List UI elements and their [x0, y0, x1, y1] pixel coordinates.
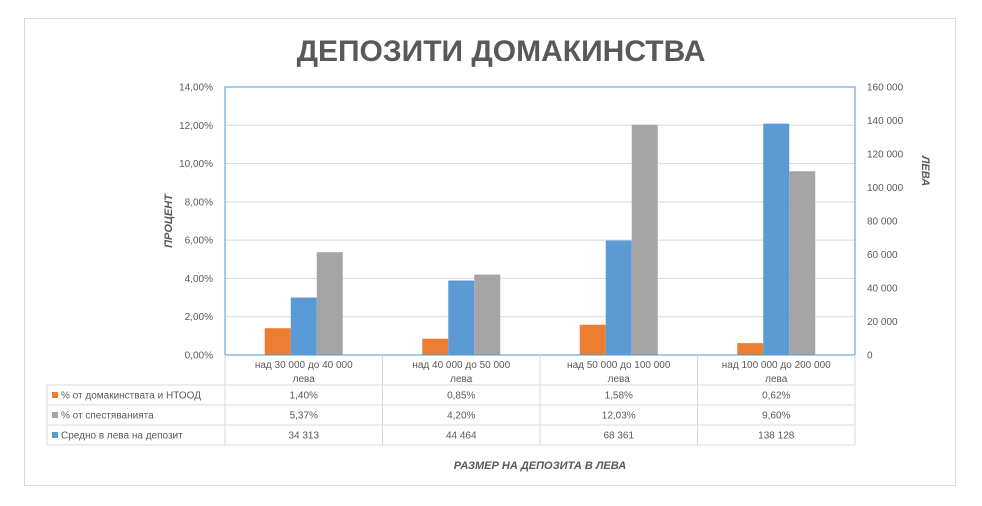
data-label: 4,20%	[447, 411, 475, 422]
data-label: 5,37%	[290, 411, 318, 422]
category-label: лева	[765, 374, 788, 385]
category-label: лева	[608, 374, 631, 385]
chart-title: ДЕПОЗИТИ ДОМАКИНСТВА	[297, 35, 706, 68]
category-label: лева	[293, 374, 316, 385]
left-tick-label: 6,00%	[185, 236, 213, 247]
bar	[605, 240, 632, 355]
chart: ДЕПОЗИТИ ДОМАКИНСТВА 0,00% 2,00% 4,00% 6,00…	[46, 35, 931, 472]
right-axis-title: ЛЕВА	[919, 155, 931, 186]
legend-key	[52, 392, 58, 398]
bar	[474, 274, 501, 355]
bar	[264, 328, 291, 355]
category-label: лева	[450, 374, 473, 385]
legend-label: % от спестяванията	[61, 411, 154, 422]
bar	[316, 252, 343, 355]
category-label: над 100 000 до 200 000	[722, 360, 831, 371]
data-label: 1,40%	[290, 391, 318, 402]
x-axis-title: РАЗМЕР НА ДЕПОЗИТА В ЛЕВА	[454, 460, 627, 472]
data-label: 0,62%	[762, 391, 790, 402]
left-tick-label: 10,00%	[179, 159, 213, 170]
category-label: над 30 000 до 40 000	[255, 360, 353, 371]
bar	[789, 171, 816, 355]
right-tick-label: 100 000	[867, 183, 904, 194]
bar	[290, 297, 317, 355]
data-label: 0,85%	[447, 391, 475, 402]
data-label: 34 313	[288, 431, 319, 442]
right-tick-label: 120 000	[867, 150, 904, 161]
left-tick-label: 2,00%	[185, 312, 213, 323]
data-label: 1,58%	[605, 391, 633, 402]
right-tick-label: 80 000	[867, 217, 898, 228]
legend-label: % от домакинствата и НТООД	[61, 391, 201, 402]
bar	[737, 343, 764, 355]
left-axis-title: ПРОЦЕНТ	[163, 193, 175, 248]
right-tick-label: 140 000	[867, 116, 904, 127]
data-label: 44 464	[446, 431, 477, 442]
left-tick-label: 12,00%	[179, 121, 213, 132]
data-label: 68 361	[603, 431, 634, 442]
left-tick-label: 8,00%	[185, 197, 213, 208]
bars	[264, 123, 816, 356]
legend-label: Средно в лева на депозит	[61, 431, 183, 442]
right-tick-label: 40 000	[867, 284, 898, 295]
legend-key	[52, 432, 58, 438]
data-label: 9,60%	[762, 411, 790, 422]
right-tick-label: 160 000	[867, 83, 904, 94]
bar	[422, 338, 449, 355]
left-tick-label: 14,00%	[179, 83, 213, 94]
right-tick-label: 60 000	[867, 250, 898, 261]
right-tick-label: 0	[867, 351, 873, 362]
category-label: над 40 000 до 50 000	[412, 360, 510, 371]
data-label: 138 128	[758, 431, 795, 442]
bar	[631, 124, 658, 355]
left-tick-label: 4,00%	[185, 274, 213, 285]
data-table: над 30 000 до 40 000 лева над 40 000 до 50…	[46, 355, 856, 446]
chart-frame: ДЕПОЗИТИ ДОМАКИНСТВА 0,00% 2,00% 4,00% 6,00…	[24, 18, 956, 486]
left-axis-ticks: 0,00% 2,00% 4,00% 6,00% 8,00% 10,00% 12,00% 14,…	[179, 83, 213, 362]
bar	[448, 280, 475, 355]
left-tick-label: 0,00%	[185, 351, 213, 362]
bar	[763, 123, 790, 356]
data-label: 12,03%	[602, 411, 636, 422]
bar	[579, 324, 606, 355]
legend-key	[52, 412, 58, 418]
right-tick-label: 20 000	[867, 317, 898, 328]
right-axis-ticks: 0 20 000 40 000 60 000 80 000 100 000 120 000 1…	[867, 83, 904, 362]
category-label: над 50 000 до 100 000	[567, 360, 671, 371]
